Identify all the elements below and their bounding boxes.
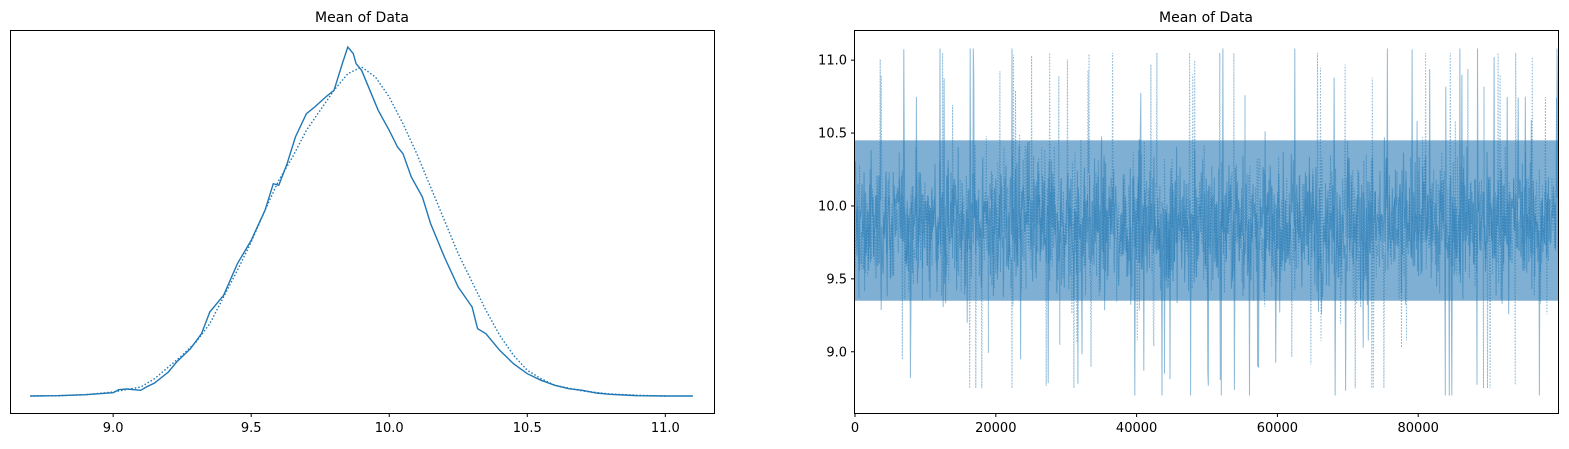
- kde-series-solid: [30, 45, 693, 397]
- trace-x-tick-label: 0: [851, 421, 859, 436]
- kde-x-tick-label: 11.0: [651, 421, 680, 436]
- trace-panel: Mean of Data 0 20000 40000 60000 80000 9.09.…: [818, 10, 1559, 436]
- trace-x-tick-label: 60000: [1257, 421, 1298, 436]
- kde-axes-frame: [10, 30, 715, 414]
- kde-x-tick-label: 10.0: [375, 421, 404, 436]
- trace-x-tick-label: 80000: [1398, 421, 1439, 436]
- trace-y-tick-label: 10.5: [818, 127, 847, 142]
- kde-panel: Mean of Data 9.0 9.5 10.0 10.5 11.0: [10, 10, 715, 436]
- kde-title: Mean of Data: [315, 10, 409, 26]
- kde-x-tick-label: 10.5: [513, 421, 542, 436]
- trace-y-tick-label: 9.5: [826, 272, 847, 287]
- trace-series-dotted: [855, 52, 1559, 389]
- trace-x-tick-label: 40000: [1116, 421, 1157, 436]
- trace-series-solid: [855, 48, 1559, 396]
- kde-x-tick-label: 9.0: [103, 421, 124, 436]
- trace-y-tick-label: 9.0: [826, 345, 847, 360]
- trace-x-axis: 0 20000 40000 60000 80000: [851, 413, 1439, 436]
- kde-series-dotted: [30, 66, 666, 397]
- kde-x-axis: 9.0 9.5 10.0 10.5 11.0: [103, 413, 680, 436]
- trace-axes-frame: [854, 30, 1559, 414]
- trace-y-tick-label: 10.0: [818, 199, 847, 214]
- trace-x-tick-label: 20000: [975, 421, 1016, 436]
- trace-y-axis: 9.0 9.5 10.0 10.5 11.0: [818, 54, 855, 360]
- kde-x-tick-label: 9.5: [241, 421, 262, 436]
- kde-plot-area: [30, 45, 693, 397]
- trace-plot-area: [855, 48, 1559, 396]
- trace-y-tick-label: 11.0: [818, 54, 847, 69]
- trace-title: Mean of Data: [1159, 10, 1253, 26]
